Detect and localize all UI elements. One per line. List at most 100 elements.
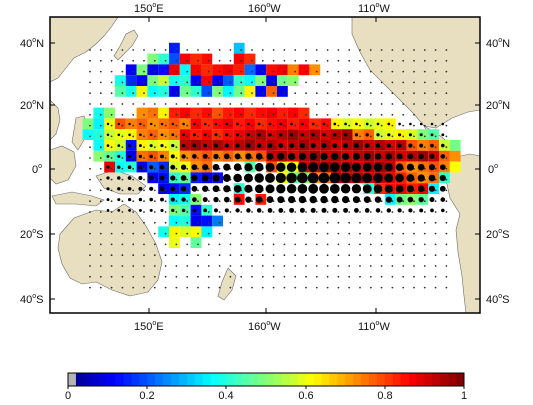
data-cell (136, 129, 148, 140)
significance-dot (340, 172, 351, 184)
grid-dot (251, 221, 253, 224)
grid-dot (207, 200, 210, 203)
grid-dot (380, 59, 383, 62)
grid-dot (121, 200, 124, 203)
significance-dot (149, 154, 153, 159)
data-cell (287, 75, 299, 86)
significance-dot (243, 173, 253, 183)
grid-dot (99, 157, 102, 159)
significance-dot (203, 133, 207, 137)
grid-dot (315, 146, 318, 149)
grid-dot (305, 286, 307, 289)
data-cell (147, 64, 159, 76)
grid-dot (434, 243, 437, 246)
grid-dot (391, 103, 394, 105)
significance-dot (138, 175, 143, 181)
data-cell (104, 161, 115, 173)
grid-dot (402, 70, 405, 73)
grid-dot (132, 103, 135, 105)
grid-dot (175, 243, 178, 246)
significance-dot (192, 208, 197, 213)
data-cell (169, 118, 180, 130)
data-cell (169, 42, 180, 54)
data-cell (266, 75, 277, 86)
significance-dot (202, 164, 209, 171)
grid-dot (402, 113, 405, 116)
grid-dot (402, 146, 405, 149)
grid-dot (359, 275, 361, 278)
grid-dot (283, 232, 286, 235)
grid-dot (337, 92, 340, 95)
grid-dot (261, 124, 264, 127)
significance-dot (322, 122, 326, 126)
grid-dot (121, 157, 124, 159)
bottom-lon-label-3: 110oW (358, 320, 390, 333)
data-cell (449, 161, 461, 173)
data-cell (277, 86, 288, 97)
grid-dot (380, 221, 383, 224)
data-cell (223, 107, 234, 119)
grid-dot (315, 124, 318, 127)
grid-dot (99, 275, 102, 278)
significance-dot (406, 174, 415, 182)
grid-dot (413, 200, 415, 203)
grid-dot (153, 113, 156, 116)
significance-dot (428, 174, 436, 182)
significance-dot (138, 165, 143, 170)
grid-dot (143, 92, 145, 95)
data-cell (233, 129, 245, 140)
colorbar-segment (376, 373, 386, 386)
grid-dot (121, 265, 124, 267)
data-cell (93, 129, 105, 140)
significance-dot (428, 185, 436, 192)
significance-dot (106, 144, 110, 147)
grid-dot (175, 135, 178, 138)
grid-dot (240, 243, 243, 246)
grid-dot (294, 70, 297, 73)
grid-dot (89, 124, 91, 127)
grid-dot (153, 167, 156, 170)
grid-dot (110, 124, 113, 127)
significance-dot (376, 133, 380, 137)
grid-dot (207, 103, 210, 105)
data-cell (158, 140, 169, 151)
grid-dot (369, 70, 372, 73)
data-cell (158, 107, 169, 119)
grid-dot (251, 49, 253, 51)
grid-dot (434, 103, 437, 105)
grid-dot (261, 200, 264, 203)
significance-dot (128, 144, 132, 148)
grid-dot (99, 200, 102, 203)
significance-dot (171, 208, 175, 213)
colorbar-segment (392, 373, 401, 386)
significance-dot (268, 122, 272, 126)
grid-dot (240, 113, 243, 116)
grid-dot (153, 135, 156, 138)
significance-dot (417, 163, 425, 171)
grid-dot (413, 124, 415, 127)
grid-dot (110, 178, 113, 181)
grid-dot (186, 189, 189, 192)
data-cell (158, 118, 169, 130)
data-cell (115, 86, 126, 97)
data-cell (115, 118, 126, 130)
colorbar-segment (68, 373, 76, 386)
grid-dot (294, 81, 297, 84)
significance-dot (297, 172, 308, 184)
grid-dot (434, 211, 437, 213)
grid-dot (132, 286, 135, 289)
grid-dot (175, 49, 178, 51)
grid-dot (143, 81, 145, 84)
grid-dot (369, 92, 372, 95)
grid-dot (294, 124, 297, 127)
grid-dot (164, 135, 167, 138)
colorbar-segment (321, 373, 330, 386)
grid-dot (175, 221, 178, 224)
grid-dot (251, 103, 253, 105)
grid-dot (272, 265, 275, 267)
grid-dot (305, 221, 307, 224)
grid-dot (132, 92, 135, 95)
grid-dot (283, 211, 286, 213)
significance-dot (419, 208, 424, 213)
grid-dot (110, 92, 113, 95)
